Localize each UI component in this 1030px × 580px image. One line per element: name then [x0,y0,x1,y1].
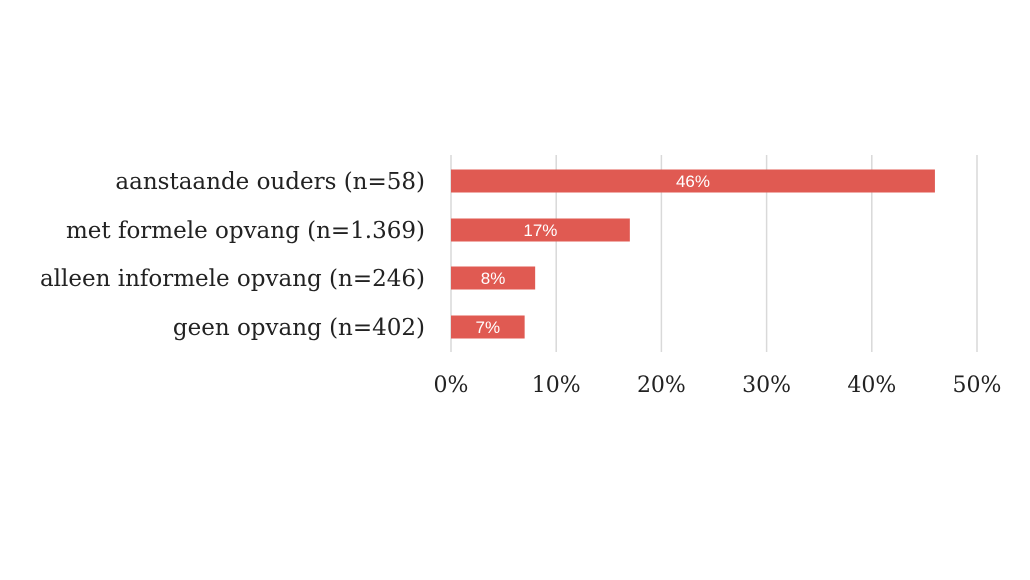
x-tick-label-1: 10% [532,373,581,398]
bar-1 [451,218,630,242]
data-label-2: 8% [481,269,506,288]
x-tick-label-5: 50% [953,373,1002,398]
x-tick-label-0: 0% [434,373,469,398]
x-tick-label-2: 20% [637,373,686,398]
bar-3 [451,315,525,339]
bars [451,169,935,339]
data-label-0: 46% [676,172,710,191]
bar-2 [451,266,536,290]
category-label-0: aanstaande ouders (n=58) [115,169,425,195]
category-labels: aanstaande ouders (n=58) met formele opva… [40,169,425,341]
x-tick-label-4: 40% [847,373,896,398]
data-label-3: 7% [476,318,501,337]
x-tick-label-3: 30% [742,373,791,398]
category-label-1: met formele opvang (n=1.369) [66,218,425,244]
category-label-2: alleen informele opvang (n=246) [40,266,425,292]
bar-0 [451,169,935,193]
data-label-1: 17% [523,221,557,240]
category-label-3: geen opvang (n=402) [173,315,425,341]
x-tick-labels: 0% 10% 20% 30% 40% 50% [434,373,1002,398]
data-labels: 46% 17% 8% 7% [476,172,710,337]
